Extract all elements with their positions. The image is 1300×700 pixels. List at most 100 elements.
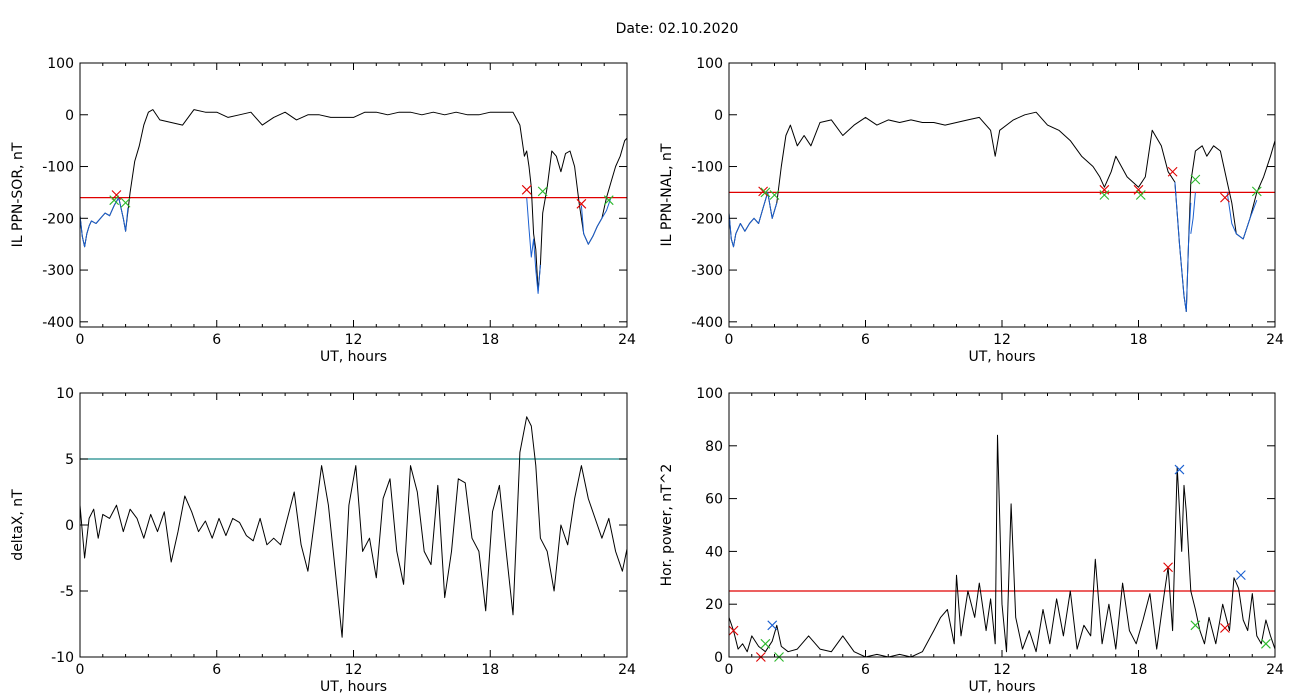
event-marker	[1190, 620, 1201, 631]
event-marker	[1220, 192, 1230, 203]
panel-nal: 0 6 12 18 24 100 0 -100 -200 -300 -400 UT, hours IL …	[659, 56, 1284, 365]
x-tick-label: 18	[481, 332, 499, 348]
event-marker	[1174, 464, 1185, 475]
panel-deltax: 0 6 12 18 24 10 5 0 -5 -10 UT, hours deltaX, nT	[10, 386, 636, 695]
axes-frame	[728, 392, 1276, 658]
y-tick-label: 100	[696, 56, 723, 72]
event-marker	[767, 620, 778, 631]
event-marker	[758, 186, 769, 197]
x-tick-label: 18	[1130, 662, 1148, 678]
event-marker-stroke	[1190, 620, 1201, 631]
y-tick-label: 100	[47, 56, 74, 72]
x-tick-label: 6	[212, 332, 221, 348]
event-marker	[1235, 570, 1246, 581]
event-marker	[728, 625, 739, 636]
event-marker-stroke	[576, 198, 587, 209]
event-marker-stroke	[1220, 623, 1230, 633]
y-tick-label: -300	[42, 263, 74, 279]
series-line-3	[580, 197, 612, 245]
y-tick-label: -100	[691, 160, 723, 176]
x-tick-label: 6	[212, 662, 221, 678]
y-tick-label: -200	[42, 211, 74, 227]
event-marker	[603, 195, 614, 206]
y-tick-label: -200	[691, 211, 723, 227]
event-marker-stroke	[1133, 184, 1144, 195]
x-tick-label: 18	[1130, 332, 1148, 348]
y-tick-label: -400	[42, 315, 74, 331]
y-tick-label: 10	[56, 386, 74, 402]
event-marker-stroke	[767, 620, 778, 631]
x-axis-label: UT, hours	[320, 679, 387, 695]
y-tick-label: -400	[691, 315, 723, 331]
x-tick-label: 0	[725, 332, 734, 348]
x-axis-label: UT, hours	[968, 679, 1035, 695]
y-axis-label: Hor. power, nT^2	[659, 464, 675, 587]
event-marker	[1220, 623, 1230, 633]
x-tick-label: 18	[481, 662, 499, 678]
y-tick-label: 5	[65, 452, 74, 468]
x-tick-label: 0	[725, 662, 734, 678]
x-tick-label: 24	[1266, 662, 1284, 678]
event-marker-stroke	[521, 184, 532, 195]
event-marker	[537, 186, 548, 197]
series-line-0	[80, 416, 627, 638]
event-marker	[109, 195, 120, 206]
series-line-2	[1174, 182, 1192, 312]
event-marker-stroke	[1190, 174, 1201, 185]
y-tick-label: -100	[42, 160, 74, 176]
y-axis-label: deltaX, nT	[10, 489, 26, 561]
axes-frame	[79, 62, 628, 328]
event-marker-stroke	[728, 625, 739, 636]
event-marker	[1261, 638, 1271, 649]
series-group	[729, 111, 1275, 312]
panel-sor: 0 6 12 18 24 100 0 -100 -200 -300 -400 UT, hours IL …	[10, 56, 636, 365]
series-line-0	[729, 434, 1275, 657]
y-axis-label: IL PPN-SOR, nT	[10, 142, 26, 247]
event-marker-stroke	[1167, 166, 1178, 177]
y-tick-label: 0	[714, 650, 723, 666]
event-marker	[760, 187, 771, 198]
figure-title: Date: 02.10.2020	[616, 21, 739, 37]
axes-frame	[79, 392, 628, 658]
axes-frame	[728, 62, 1276, 328]
series-line-2	[526, 197, 541, 294]
event-marker-stroke	[1220, 192, 1230, 203]
series-group	[729, 434, 1275, 657]
x-tick-label: 12	[345, 332, 363, 348]
x-tick-label: 12	[993, 332, 1011, 348]
event-marker-stroke	[1174, 464, 1185, 475]
series-line-0	[80, 109, 627, 292]
x-tick-label: 24	[618, 662, 636, 678]
series-line-1	[729, 191, 778, 248]
x-tick-label: 24	[1266, 332, 1284, 348]
event-marker	[111, 190, 122, 200]
event-marker	[1099, 184, 1110, 195]
x-axis-label: UT, hours	[968, 349, 1035, 365]
event-marker-stroke	[120, 197, 131, 208]
event-marker	[760, 638, 771, 649]
event-marker-stroke	[109, 195, 120, 206]
event-marker	[1167, 166, 1178, 177]
event-marker	[521, 184, 532, 195]
event-marker-stroke	[603, 195, 614, 206]
event-marker-stroke	[1261, 638, 1271, 649]
series-line-0	[729, 111, 1275, 312]
y-tick-label: 80	[705, 439, 723, 455]
event-marker-stroke	[758, 186, 769, 197]
x-tick-label: 24	[618, 332, 636, 348]
event-marker	[1099, 190, 1110, 200]
x-axis-label: UT, hours	[320, 349, 387, 365]
y-tick-label: 20	[705, 597, 723, 613]
y-tick-label: 100	[696, 386, 723, 402]
y-tick-label: -300	[691, 263, 723, 279]
event-marker	[1163, 562, 1173, 573]
event-marker	[576, 198, 587, 209]
series-group	[80, 416, 627, 638]
event-marker-stroke	[1135, 190, 1146, 200]
event-marker-stroke	[769, 190, 780, 200]
series-line-4	[1226, 192, 1258, 240]
series-group	[80, 109, 627, 294]
event-marker-stroke	[1163, 562, 1173, 573]
event-marker-stroke	[1251, 186, 1262, 197]
